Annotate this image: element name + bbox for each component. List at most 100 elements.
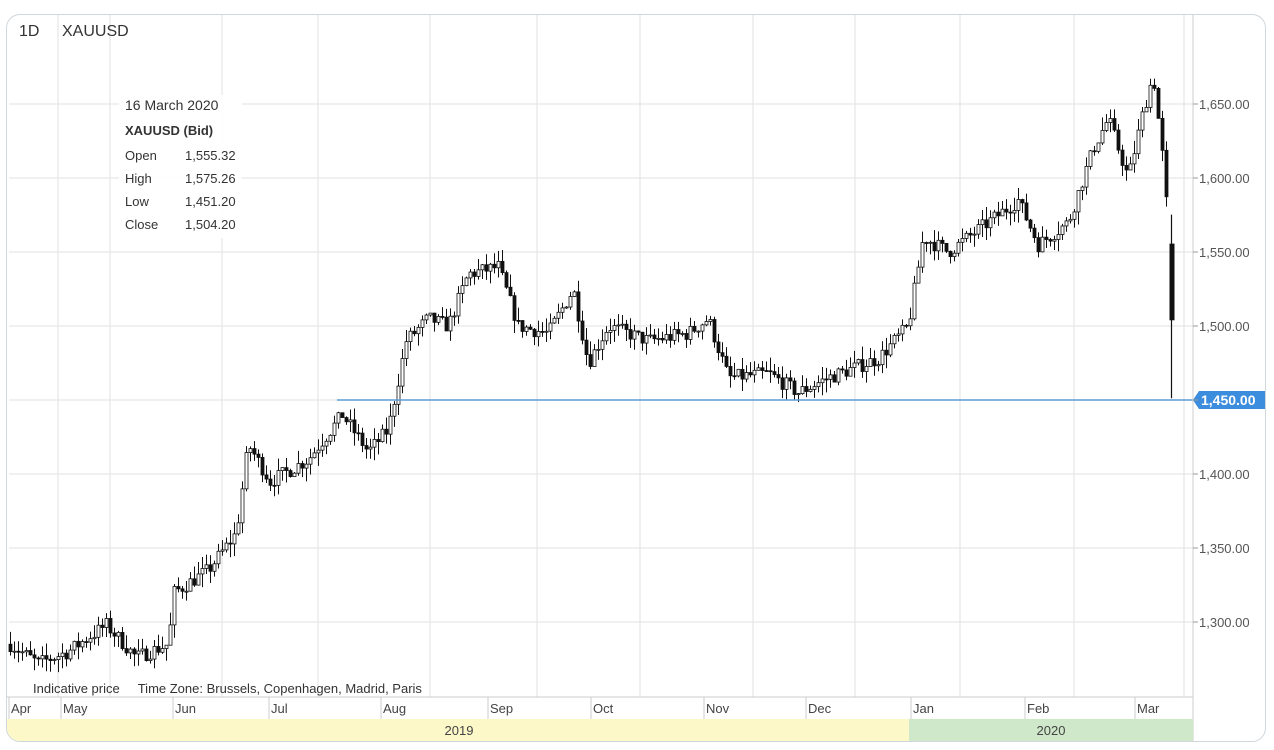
ohlc-row-open: Open 1,555.32 [125,144,236,167]
ohlc-table: Open 1,555.32 High 1,575.26 Low 1,451.20… [125,144,236,236]
candle-body [48,658,53,661]
candle-body [556,311,561,319]
year-label: 2020 [1037,723,1066,738]
candle-body [396,385,401,405]
candle-body [292,472,297,477]
candle-body [956,241,961,254]
candle-body [160,648,165,653]
ohlc-row-low: Low 1,451.20 [125,190,236,213]
candle-body [552,317,557,324]
candle-body [1040,236,1045,253]
candle-body [988,217,993,229]
candle-body [1068,218,1073,222]
year-band-2020 [909,719,1193,741]
candle-body [540,331,545,333]
candle-body [568,296,573,308]
candle-body [256,453,261,458]
candle-body [60,652,65,658]
candle-body [920,242,925,268]
candle-body [376,439,381,443]
candle-body [1080,186,1085,191]
candle-body [848,367,853,377]
timeframe-label[interactable]: 1D [19,23,40,40]
candle-body [460,285,465,294]
candle-body [688,325,693,340]
candle-body [36,657,41,660]
candle-body [440,316,445,318]
candle-body [840,368,845,371]
candle-body [904,324,909,327]
candle-body [1024,202,1029,221]
candle-body [596,348,601,351]
ohlc-info-panel: 16 March 2020 XAUUSD (Bid) Open 1,555.32… [119,95,242,238]
candle-body [844,369,849,377]
candle-body [804,386,809,392]
candle-body [888,343,893,356]
candle-body [880,349,885,366]
candle-body [836,368,841,383]
y-tick-label: 1,400.00 [1199,467,1250,482]
candle-body [520,320,525,332]
candle-body [964,232,969,239]
candle-body [868,358,873,367]
candle-body [172,586,177,626]
candle-body [452,315,457,318]
candle-body [748,372,753,376]
candle-body [404,341,409,359]
candle-body [980,219,985,225]
candle-body [752,369,757,376]
candle-body [1012,209,1017,214]
timezone-note: Time Zone: Brussels, Copenhagen, Madrid,… [137,681,422,696]
x-tick-label: Apr [11,701,32,716]
candle-body [940,239,945,244]
candle-body [808,388,813,392]
candle-body [620,323,625,326]
candle-body [128,648,133,654]
candle-body [476,269,481,277]
chart-frame[interactable]: 1,450.00 1,300.00 1,350.00 1,400.00 1,500.0… [6,14,1266,742]
ohlc-label: Close [125,217,159,232]
candle-body [516,320,521,322]
candle-body [260,457,265,476]
candle-body [796,393,801,395]
candle-body [480,264,485,271]
candle-body [208,564,213,572]
ohlc-label: High [125,171,152,186]
candle-body [528,326,533,330]
candle-body [184,590,189,593]
candle-body [736,368,741,377]
candle-body [728,366,733,377]
candle-body [560,307,565,313]
candle-body [372,439,377,448]
candle-body [780,377,785,390]
candle-body [744,372,749,380]
candle-body [572,291,577,297]
candle-body [1036,237,1041,253]
candle-body [544,330,549,333]
candle-body [608,329,613,333]
candle-body [8,643,13,652]
candle-body [1152,84,1157,89]
candle-body [336,412,341,424]
candle-body [72,640,77,651]
candle-body [740,368,745,380]
candle-body [1128,163,1133,171]
candle-body [76,640,81,648]
candle-body [536,331,541,338]
x-axis: Apr May Jun Jul Aug Sep Oct Nov Dec Jan Feb Mar 2019… [7,696,1193,741]
candle-body [1016,199,1021,211]
symbol-label[interactable]: XAUUSD [62,23,129,40]
candle-body [196,573,201,586]
candle-body [696,330,701,333]
candle-body [504,272,509,288]
candle-body [96,624,101,638]
candle-body [984,219,989,229]
candle-body [420,319,425,328]
y-tick-label: 1,600.00 [1199,171,1250,186]
candle-body [636,330,641,333]
candle-body [960,238,965,243]
price-chart[interactable]: 1,450.00 1,300.00 1,350.00 1,400.00 1,500.0… [7,15,1265,741]
candle-body [932,241,937,252]
candle-body [1044,236,1049,240]
y-axis: 1,300.00 1,350.00 1,400.00 1,500.00 1,550.00… [1192,15,1250,741]
